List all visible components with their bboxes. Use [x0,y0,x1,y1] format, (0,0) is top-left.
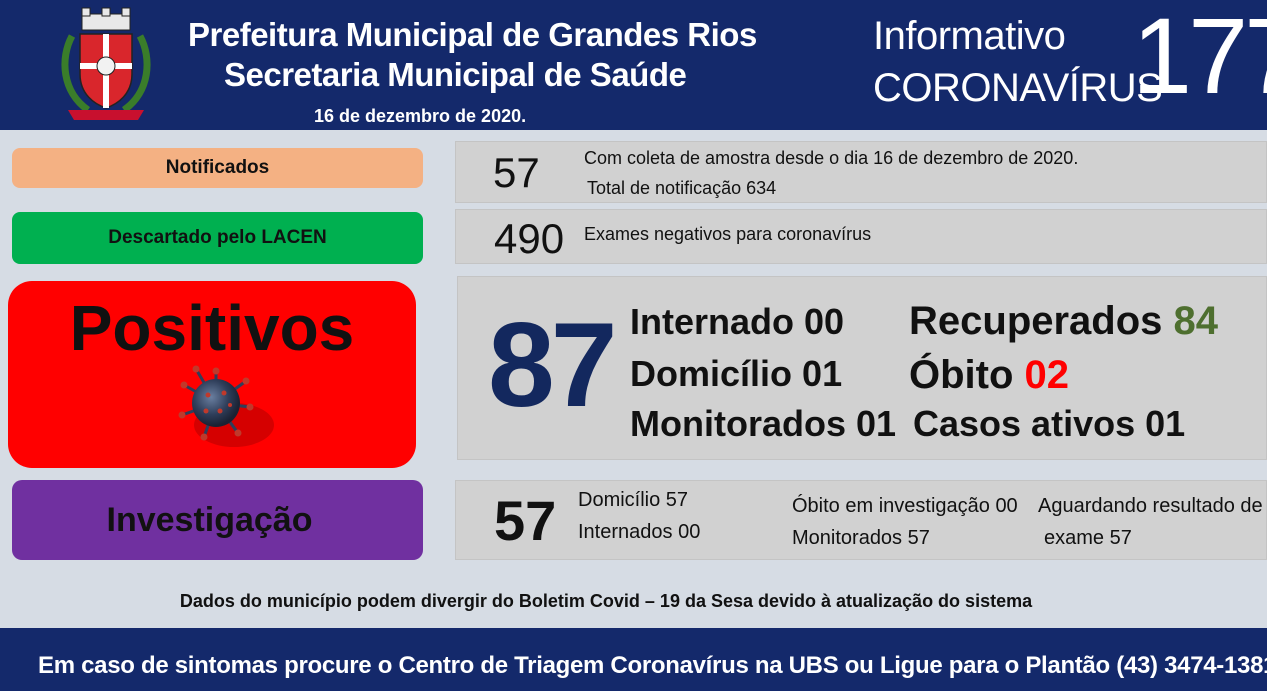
notificados-total: Total de notificação 634 [587,178,777,198]
investigacao-domicilio: Domicílio 57 [578,489,689,511]
domicilio-value: 01 [802,353,843,394]
positivos-card: Positivos [8,281,416,468]
municipal-crest-icon [61,7,151,120]
obito-value: 02 [1024,353,1070,397]
descartado-value: 490 [494,215,565,262]
casos-ativos-label: Casos ativos [913,403,1136,444]
monitorados-stat: Monitorados 01 [630,403,896,445]
investigacao-value: 57 [494,489,557,552]
domicilio-stat: Domicílio 01 [630,353,842,395]
investigacao-aguardando-exame: exame 57 [1044,527,1132,549]
casos-ativos-stat: Casos ativos 01 [913,403,1185,445]
positivos-panel: 87 Internado 00 Domicílio 01 Monitorados… [457,276,1267,460]
municipality-title: Prefeitura Municipal de Grandes Rios [188,16,757,53]
investigacao-panel: 57 Domicílio 57 Internados 00 Óbito em i… [455,480,1267,560]
descartado-panel: 490 Exames negativos para coronavírus [455,209,1267,264]
recuperados-label: Recuperados [909,299,1163,343]
info-label: Informativo [873,14,1066,58]
investigacao-label: Investigação [12,480,423,560]
descartado-description: Exames negativos para coronavírus [584,224,872,244]
recuperados-stat: Recuperados 84 [909,299,1218,344]
header: Prefeitura Municipal de Grandes Rios Sec… [0,0,1267,130]
investigacao-aguardando: Aguardando resultado de [1038,495,1263,517]
monitorados-label: Monitorados [630,403,846,444]
monitorados-value: 01 [856,403,897,444]
casos-ativos-value: 01 [1145,403,1186,444]
report-date: 16 de dezembro de 2020. [314,106,527,126]
issue-number: 177 [1132,0,1267,116]
descartado-label: Descartado pelo LACEN [12,212,423,264]
internado-label: Internado [630,301,795,342]
investigacao-monitorados: Monitorados 57 [792,527,930,549]
disclaimer: Dados do município podem divergir do Bol… [179,591,1033,611]
notificados-description: Com coleta de amostra desde o dia 16 de … [584,148,1079,168]
notificados-label: Notificados [12,148,423,188]
positivos-label: Positivos [69,292,355,364]
internado-value: 00 [804,301,845,342]
obito-stat: Óbito 02 [909,353,1069,398]
info-topic: CORONAVÍRUS [873,66,1163,110]
positivos-value: 87 [488,298,617,432]
notificados-panel: 57 Com coleta de amostra desde o dia 16 … [455,141,1267,203]
investigacao-obito: Óbito em investigação 00 [792,495,1018,517]
notificados-value: 57 [493,149,540,196]
department-title: Secretaria Municipal de Saúde [224,56,687,93]
footer: Em caso de sintomas procure o Centro de … [0,628,1267,691]
internado-stat: Internado 00 [630,301,844,343]
footer-contact: Em caso de sintomas procure o Centro de … [38,652,1267,679]
recuperados-value: 84 [1173,299,1219,343]
virus-icon [178,365,274,447]
investigacao-internados: Internados 00 [578,521,701,543]
obito-label: Óbito [909,353,1014,397]
domicilio-label: Domicílio [630,353,793,394]
